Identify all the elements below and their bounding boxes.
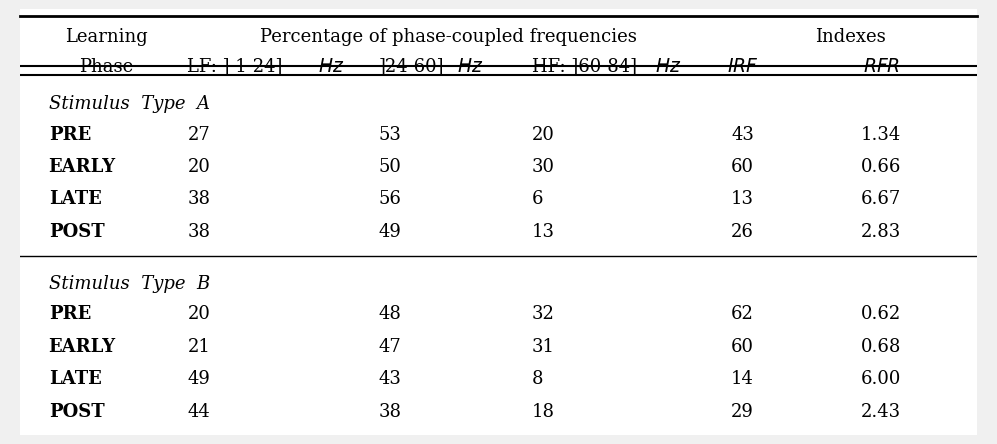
Text: 26: 26 xyxy=(731,223,754,241)
Text: Stimulus  Type  A: Stimulus Type A xyxy=(49,95,209,113)
Text: 32: 32 xyxy=(532,305,555,323)
Text: HF: ]60-84]: HF: ]60-84] xyxy=(532,58,637,75)
Text: Learning: Learning xyxy=(65,28,148,46)
Text: 14: 14 xyxy=(731,370,754,388)
Text: $\mathit{Hz}$: $\mathit{Hz}$ xyxy=(654,57,681,76)
Text: POST: POST xyxy=(49,403,105,420)
Text: EARLY: EARLY xyxy=(49,338,116,356)
Text: 8: 8 xyxy=(532,370,543,388)
Text: 43: 43 xyxy=(379,370,402,388)
Text: 31: 31 xyxy=(532,338,555,356)
Text: Indexes: Indexes xyxy=(815,28,885,46)
Text: 38: 38 xyxy=(187,223,210,241)
Text: LATE: LATE xyxy=(49,370,102,388)
Text: 6.67: 6.67 xyxy=(861,190,901,208)
Text: 50: 50 xyxy=(379,158,402,176)
Text: 53: 53 xyxy=(379,126,402,143)
Text: 21: 21 xyxy=(187,338,210,356)
Text: $\mathit{RFR}$: $\mathit{RFR}$ xyxy=(862,57,900,76)
Text: 60: 60 xyxy=(731,338,754,356)
Text: 29: 29 xyxy=(731,403,754,420)
Text: POST: POST xyxy=(49,223,105,241)
Text: 2.83: 2.83 xyxy=(861,223,901,241)
Text: Percentage of phase-coupled frequencies: Percentage of phase-coupled frequencies xyxy=(260,28,637,46)
Text: 30: 30 xyxy=(532,158,555,176)
Text: 20: 20 xyxy=(187,305,210,323)
Text: 6: 6 xyxy=(532,190,543,208)
Text: 13: 13 xyxy=(731,190,754,208)
Text: 1.34: 1.34 xyxy=(861,126,901,143)
Text: ]24-60]: ]24-60] xyxy=(379,58,445,75)
Text: 20: 20 xyxy=(187,158,210,176)
Text: 38: 38 xyxy=(187,190,210,208)
Text: 0.62: 0.62 xyxy=(861,305,901,323)
Text: 60: 60 xyxy=(731,158,754,176)
Text: $\mathit{Hz}$: $\mathit{Hz}$ xyxy=(318,57,344,76)
Text: 38: 38 xyxy=(379,403,402,420)
Text: 13: 13 xyxy=(532,223,555,241)
Text: $\mathit{Hz}$: $\mathit{Hz}$ xyxy=(458,57,484,76)
Text: 48: 48 xyxy=(379,305,402,323)
Text: $\mathit{IRF}$: $\mathit{IRF}$ xyxy=(727,57,759,76)
Text: 27: 27 xyxy=(187,126,210,143)
Text: 62: 62 xyxy=(731,305,754,323)
Text: PRE: PRE xyxy=(49,126,91,143)
Text: 18: 18 xyxy=(532,403,555,420)
Text: 49: 49 xyxy=(187,370,210,388)
Text: 47: 47 xyxy=(379,338,402,356)
Text: 2.43: 2.43 xyxy=(861,403,901,420)
Text: 56: 56 xyxy=(379,190,402,208)
Text: LATE: LATE xyxy=(49,190,102,208)
Text: 20: 20 xyxy=(532,126,555,143)
Text: EARLY: EARLY xyxy=(49,158,116,176)
Text: 0.66: 0.66 xyxy=(861,158,901,176)
Text: 49: 49 xyxy=(379,223,402,241)
Text: Stimulus  Type  B: Stimulus Type B xyxy=(49,274,210,293)
Text: Phase: Phase xyxy=(79,58,134,75)
Text: PRE: PRE xyxy=(49,305,91,323)
Text: 43: 43 xyxy=(731,126,754,143)
Text: 44: 44 xyxy=(187,403,210,420)
Text: 0.68: 0.68 xyxy=(861,338,901,356)
Text: 6.00: 6.00 xyxy=(861,370,901,388)
Text: LF: ] 1-24]: LF: ] 1-24] xyxy=(187,58,283,75)
